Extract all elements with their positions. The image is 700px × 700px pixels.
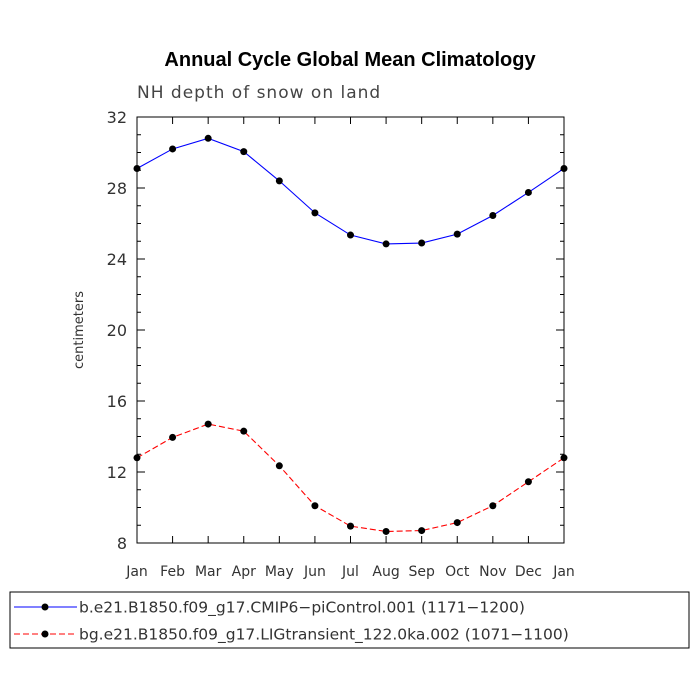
y-tick-label: 12 — [107, 463, 127, 482]
x-tick-label: Sep — [408, 564, 435, 580]
x-tick-label: Jun — [303, 564, 326, 580]
series-1-point-9 — [453, 519, 461, 527]
x-tick-label: Jan — [552, 564, 575, 580]
series-0-point-10 — [489, 212, 497, 220]
legend: b.e21.B1850.f09_g17.CMIP6−piControl.001 … — [14, 599, 569, 645]
x-tick-label: Jan — [125, 564, 148, 580]
series-0-point-12 — [560, 164, 568, 172]
x-axis-ticks: Jan Feb Mar Apr May Jun Jul Aug Sep Oct Nov Dec Jan — [125, 117, 575, 580]
y-tick-label: 28 — [107, 179, 127, 198]
y-axis-ticks: 8 12 16 20 24 28 32 — [107, 108, 564, 553]
x-tick-label: Nov — [479, 564, 506, 580]
y-tick-label: 16 — [107, 392, 127, 411]
series-1-point-4 — [275, 462, 283, 470]
series-1-point-5 — [311, 502, 319, 510]
series-layer — [133, 134, 568, 535]
y-tick-label: 24 — [107, 250, 127, 269]
x-tick-label: Oct — [445, 564, 470, 580]
series-1-point-1 — [169, 433, 177, 441]
series-1-point-3 — [240, 427, 248, 435]
legend-marker-0 — [41, 603, 49, 611]
series-0-point-7 — [382, 240, 390, 248]
series-0-point-5 — [311, 209, 319, 217]
legend-marker-1 — [41, 630, 49, 638]
series-0-point-9 — [453, 230, 461, 238]
y-tick-label: 32 — [107, 108, 127, 127]
series-0-point-11 — [524, 188, 532, 196]
series-line-0 — [136, 137, 565, 245]
series-1-point-11 — [524, 478, 532, 486]
x-tick-label: Aug — [372, 564, 399, 580]
y-tick-label: 20 — [107, 321, 127, 340]
series-1-point-8 — [418, 527, 426, 535]
legend-box — [9, 591, 690, 649]
series-1-point-2 — [204, 420, 212, 428]
series-line-1 — [136, 423, 565, 533]
series-0-point-3 — [240, 148, 248, 156]
series-1-point-6 — [347, 522, 354, 530]
series-1-point-0 — [133, 454, 141, 462]
x-tick-label: Feb — [160, 564, 185, 580]
series-0-point-0 — [133, 164, 141, 172]
series-0-point-4 — [275, 177, 283, 185]
series-1-point-7 — [382, 527, 390, 535]
plot-frame — [136, 116, 565, 544]
series-0-point-6 — [347, 231, 354, 239]
x-tick-label: Apr — [232, 564, 256, 580]
series-1-point-10 — [489, 502, 497, 510]
series-0-point-8 — [418, 239, 426, 247]
x-tick-label: Jul — [341, 564, 359, 580]
y-axis-label: centimeters — [72, 291, 87, 369]
series-0-point-1 — [169, 145, 177, 153]
series-0-point-2 — [204, 134, 212, 142]
chart-subtitle: NH depth of snow on land — [137, 83, 381, 103]
legend-label-0: b.e21.B1850.f09_g17.CMIP6−piControl.001 … — [79, 599, 525, 618]
series-1-point-12 — [560, 454, 568, 462]
x-tick-label: May — [265, 564, 294, 580]
chart-title: Annual Cycle Global Mean Climatology — [164, 49, 536, 71]
x-tick-label: Mar — [195, 564, 222, 580]
x-tick-label: Dec — [515, 564, 542, 580]
legend-label-1: bg.e21.B1850.f09_g17.LIGtransient_122.0k… — [79, 626, 569, 645]
y-tick-label: 8 — [117, 534, 127, 553]
